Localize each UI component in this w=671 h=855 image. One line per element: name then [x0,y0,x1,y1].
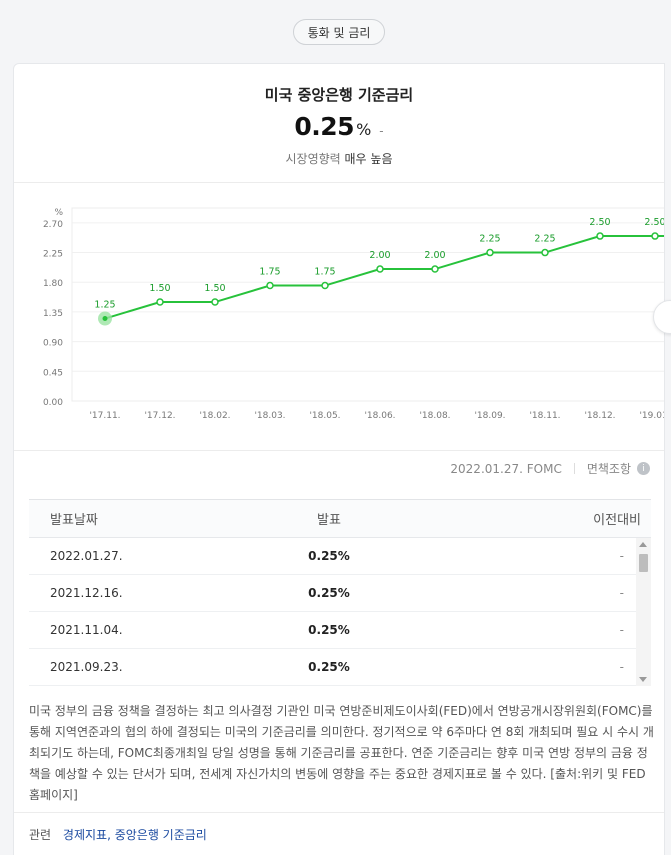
announce-info: 2022.01.27. FOMC [450,461,562,476]
data-label: 1.25 [94,300,115,311]
related-label: 관련 [29,828,52,842]
indicator-card: 미국 중앙은행 기준금리 0.25 % - 시장영향력 매우 높음 2.70 2.… [13,63,665,855]
rate-line-chart: 2.70 2.25 1.80 1.35 0.90 0.45 0.00% '17.11. '17.… [43,207,665,421]
info-icon[interactable]: i [637,462,650,475]
data-label: 2.00 [424,250,445,261]
history-table: 발표날짜 발표 이전대비 2022.01.27. 0.25% - 2021.12… [29,499,651,687]
data-label: 1.50 [149,283,170,294]
x-tick-label: '18.11. [529,411,560,421]
data-label: 1.75 [259,267,280,278]
scroll-down-arrow-icon[interactable] [639,677,647,682]
plot-area [71,207,664,402]
row-actual: 0.25% [308,586,350,600]
row-date: 2022.01.27. [50,549,123,563]
table-header: 발표날짜 발표 이전대비 [29,500,651,538]
table-row: 2021.12.16. 0.25% - [29,575,651,612]
data-point [596,232,604,240]
scroll-up-arrow-icon[interactable] [639,542,647,547]
header-actual: 발표 [317,513,341,528]
data-point [156,298,164,306]
y-tick-label: 1.80 [43,279,63,289]
row-date: 2021.12.16. [50,586,123,600]
row-change: - [619,586,624,600]
data-label: 1.50 [204,283,225,294]
data-point [486,248,494,257]
data-label: 2.00 [369,250,390,261]
x-tick-label: '18.09. [474,411,505,421]
data-point [376,265,384,273]
table-row: 2021.11.04. 0.25% - [29,612,651,649]
row-actual: 0.25% [308,549,350,563]
data-label: 2.25 [479,234,500,245]
related-links: 관련 경제지표, 중앙은행 기준금리 [29,826,207,843]
x-tick-label: '18.12. [584,411,615,421]
x-tick-label: '18.06. [364,411,395,421]
current-value-row: 0.25 % - [14,112,664,141]
y-tick-label: 2.70 [43,220,63,230]
data-label: 2.25 [534,234,555,245]
market-impact: 시장영향력 매우 높음 [14,150,664,167]
row-actual: 0.25% [308,623,350,637]
impact-value: 매우 높음 [344,152,393,166]
data-point [321,281,329,290]
data-label: 2.50 [589,217,610,228]
related-link[interactable]: 경제지표, 중앙은행 기준금리 [62,828,207,842]
y-tick-label: 0.45 [43,368,63,378]
rate-series-line [104,235,664,320]
value-unit: % [356,120,372,139]
data-point [431,265,439,273]
meta-row: 2022.01.27. FOMC 면책조항 i [450,460,650,477]
x-tick-label: '18.03. [254,411,285,421]
y-axis-unit: % [54,208,63,218]
row-date: 2021.11.04. [50,623,123,637]
x-tick-label: '18.08. [419,411,450,421]
x-tick-label: '18.02. [199,411,230,421]
y-tick-label: 0.90 [43,339,63,349]
data-point [211,298,219,306]
separator [573,463,575,474]
data-point [102,316,108,322]
indicator-title: 미국 중앙은행 기준금리 [264,86,414,104]
table-body: 2022.01.27. 0.25% - 2021.12.16. 0.25% - … [29,538,651,686]
x-tick-label: '19.01. [639,411,665,421]
row-change: - [619,623,624,637]
row-date: 2021.09.23. [50,660,123,674]
header-change: 이전대비 [593,513,641,528]
y-tick-label: 1.35 [43,309,63,319]
x-tick-label: '17.12. [144,411,175,421]
data-point [541,248,549,257]
header-date: 발표날짜 [50,513,98,528]
data-label: 2.50 [644,217,665,228]
data-point [651,232,659,240]
row-actual: 0.25% [308,660,350,674]
scroll-thumb[interactable] [639,554,648,572]
y-tick-label: 0.00 [43,398,63,408]
current-value: 0.25 [294,112,355,141]
row-change: - [619,549,624,563]
x-tick-label: '17.11. [89,411,120,421]
row-change: - [619,660,624,674]
y-tick-label: 2.25 [43,250,63,260]
disclaimer-link[interactable]: 면책조항 [586,462,631,476]
indicator-description: 미국 정부의 금융 정책을 결정하는 최고 의사결정 기관인 미국 연방준비제도… [29,704,654,802]
table-row: 2022.01.27. 0.25% - [29,538,651,575]
table-scrollbar[interactable] [636,538,651,686]
table-row: 2021.09.23. 0.25% - [29,649,651,686]
x-tick-label: '18.05. [309,411,340,421]
data-label: 1.75 [314,267,335,278]
category-pill[interactable]: 통화 및 금리 [293,19,385,45]
divider [14,812,664,813]
divider [14,450,664,451]
impact-label: 시장영향력 [285,152,341,166]
data-point [266,281,274,290]
value-change: - [379,124,384,138]
divider [14,182,664,183]
